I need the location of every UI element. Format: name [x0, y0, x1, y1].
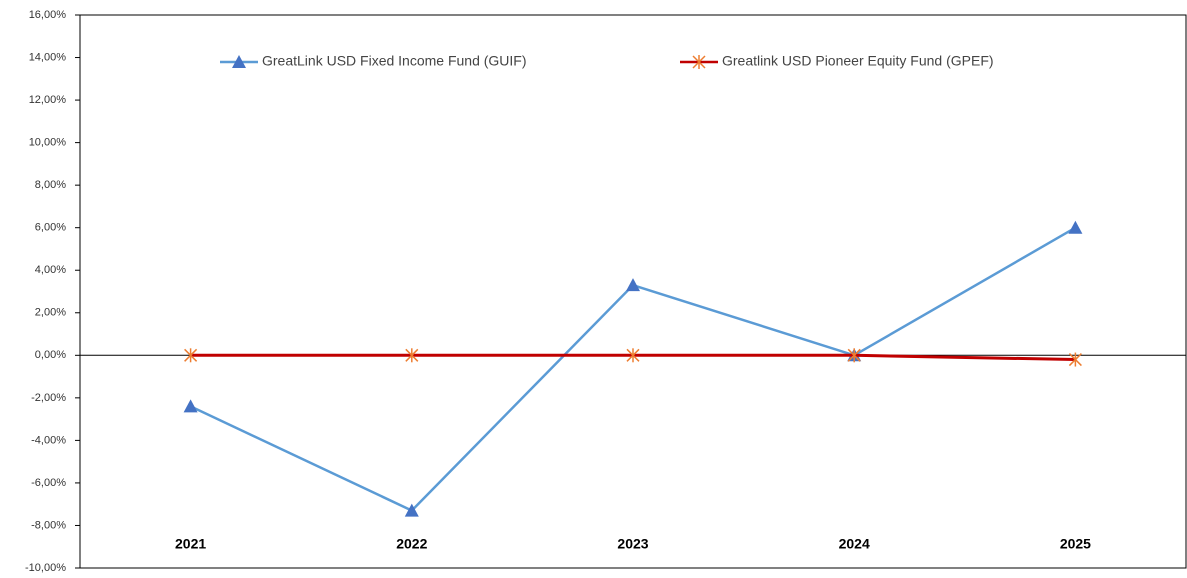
y-tick-label: 16,00%: [29, 9, 67, 21]
y-tick-label: -2,00%: [31, 392, 66, 404]
y-tick-label: 0,00%: [35, 349, 66, 361]
legend-marker: [232, 55, 246, 68]
x-tick-label: 2025: [1060, 536, 1091, 552]
data-point: [1068, 220, 1083, 234]
y-tick-label: 12,00%: [29, 94, 67, 106]
series-line: [190, 226, 1077, 513]
data-point: [184, 348, 198, 363]
legend-label: Greatlink USD Pioneer Equity Fund (GPEF): [722, 53, 994, 69]
data-point: [183, 399, 198, 413]
y-tick-label: 14,00%: [29, 51, 67, 63]
y-tick-label: -6,00%: [31, 477, 66, 489]
y-tick-label: 2,00%: [35, 307, 66, 319]
data-point: [626, 348, 640, 363]
triangle: [404, 503, 419, 517]
y-tick-label: 4,00%: [35, 264, 66, 276]
y-tick-label: -10,00%: [25, 562, 66, 574]
legend-marker: [692, 55, 706, 69]
y-tick-label: 8,00%: [35, 179, 66, 191]
data-point: [405, 348, 419, 363]
x-tick-label: 2023: [617, 536, 648, 552]
triangle: [232, 55, 246, 68]
data-point: [847, 348, 861, 363]
x-tick-label: 2022: [396, 536, 427, 552]
plot-frame: [79, 14, 1187, 569]
data-point: [1068, 352, 1082, 367]
x-tick-label: 2021: [175, 536, 206, 552]
x-tick-label: 2024: [839, 536, 870, 552]
triangle: [1068, 220, 1083, 234]
triangle: [183, 399, 198, 413]
y-tick-label: -8,00%: [31, 519, 66, 531]
y-tick-label: 10,00%: [29, 137, 67, 149]
legend-label: GreatLink USD Fixed Income Fund (GUIF): [262, 53, 527, 69]
y-tick-label: 6,00%: [35, 222, 66, 234]
triangle: [626, 278, 640, 292]
data-point: [626, 278, 640, 292]
data-point: [404, 503, 419, 517]
y-tick-label: -4,00%: [31, 434, 66, 446]
